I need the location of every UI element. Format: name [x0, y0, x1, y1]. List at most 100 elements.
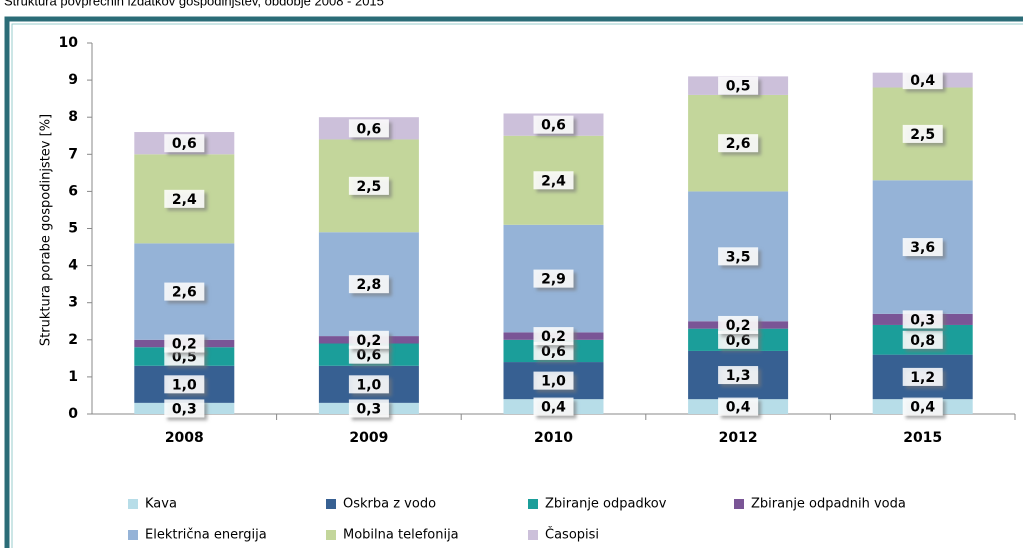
legend-swatch: [734, 499, 744, 509]
legend-label: Časopisi: [545, 527, 599, 543]
y-tick-label: 1: [68, 369, 78, 385]
data-label: 1,0: [356, 377, 381, 393]
legend-label: Zbiranje odpadnih voda: [751, 497, 906, 512]
data-label: 0,6: [726, 333, 751, 349]
legend-label: Mobilna telefonija: [343, 528, 459, 543]
y-tick-label: 0: [68, 406, 78, 422]
data-label: 0,5: [726, 79, 751, 95]
data-label-box: [348, 330, 389, 349]
x-tick-label: 2015: [903, 430, 942, 446]
data-label: 0,4: [910, 73, 935, 89]
data-label-box: [718, 330, 759, 349]
data-label: 2,4: [172, 192, 197, 208]
data-label: 3,6: [910, 240, 935, 256]
legend-swatch: [528, 530, 538, 540]
data-label: 1,2: [910, 370, 935, 386]
data-label: 2,5: [356, 179, 381, 195]
data-label: 2,8: [356, 277, 381, 293]
data-label: 0,2: [356, 333, 381, 349]
data-label: 0,6: [172, 136, 197, 152]
x-tick-label: 2012: [719, 430, 758, 446]
data-label-box: [533, 327, 574, 346]
y-axis-title: Struktura porabe gospodinjstev [%]: [39, 114, 54, 346]
data-label: 0,4: [541, 400, 566, 416]
data-label: 0,2: [726, 318, 751, 334]
data-label: 0,4: [726, 400, 751, 416]
data-label-box: [902, 238, 943, 257]
data-label: 0,6: [356, 348, 381, 364]
data-label-box: [902, 71, 943, 90]
data-label: 1,3: [726, 368, 751, 384]
data-label-box: [348, 375, 389, 394]
y-tick-label: 7: [68, 146, 78, 162]
data-label-box: [533, 269, 574, 288]
data-label: 0,2: [172, 337, 197, 353]
data-label-box: [164, 189, 205, 208]
data-label: 0,8: [910, 333, 935, 349]
data-label-box: [902, 310, 943, 329]
x-tick-label: 2010: [534, 430, 573, 446]
data-label: 1,0: [541, 374, 566, 390]
data-label: 1,0: [172, 377, 197, 393]
data-label: 0,3: [356, 401, 381, 417]
y-tick-label: 8: [68, 109, 78, 125]
legend-label: Električna energija: [145, 528, 267, 543]
legend-swatch: [326, 530, 336, 540]
data-label-box: [718, 366, 759, 385]
data-label-box: [348, 345, 389, 364]
data-label-box: [718, 315, 759, 334]
y-tick-label: 10: [59, 35, 79, 51]
data-label: 0,4: [910, 400, 935, 416]
data-label-box: [533, 371, 574, 390]
frame: [4, 16, 1023, 548]
x-tick-label: 2008: [165, 430, 204, 446]
y-tick-label: 5: [68, 221, 78, 237]
data-label-box: [718, 134, 759, 153]
legend-swatch: [128, 499, 138, 509]
data-label: 3,5: [726, 249, 751, 265]
legend-swatch: [128, 530, 138, 540]
data-label-box: [164, 282, 205, 301]
data-label-box: [902, 397, 943, 416]
data-label-box: [348, 119, 389, 138]
data-label: 2,5: [910, 127, 935, 143]
frame-inner: [11, 23, 1023, 548]
data-label: 2,4: [541, 173, 566, 189]
y-tick-label: 2: [68, 332, 78, 348]
data-label: 2,6: [172, 285, 197, 301]
data-label-box: [533, 171, 574, 190]
data-label-box: [533, 397, 574, 416]
y-tick-label: 9: [68, 72, 78, 88]
data-label: 0,6: [541, 344, 566, 360]
chart-title: Struktura povprečnih izdatkov gospodinjs…: [4, 0, 384, 8]
data-label-box: [718, 247, 759, 266]
data-label-box: [348, 275, 389, 294]
data-label: 0,3: [172, 401, 197, 417]
data-label: 2,6: [726, 136, 751, 152]
data-label-box: [164, 399, 205, 418]
data-label: 0,3: [910, 312, 935, 328]
legend-label: Kava: [145, 497, 177, 512]
data-label-box: [533, 341, 574, 360]
x-tick-label: 2009: [349, 430, 388, 446]
data-label-box: [348, 399, 389, 418]
data-label-box: [348, 176, 389, 195]
y-tick-label: 4: [68, 258, 78, 274]
legend-swatch: [528, 499, 538, 509]
data-label: 2,9: [541, 272, 566, 288]
legend-swatch: [326, 499, 336, 509]
data-label: 0,5: [172, 349, 197, 365]
data-label-box: [164, 134, 205, 153]
data-label-box: [718, 397, 759, 416]
data-label: 0,6: [356, 121, 381, 137]
legend-label: Zbiranje odpadkov: [545, 497, 667, 512]
data-label-box: [164, 375, 205, 394]
data-label-box: [533, 115, 574, 134]
data-label-box: [902, 330, 943, 349]
data-label: 0,2: [541, 329, 566, 345]
y-tick-label: 6: [68, 183, 78, 199]
data-label-box: [902, 367, 943, 386]
legend-label: Oskrba z vodo: [343, 497, 436, 512]
